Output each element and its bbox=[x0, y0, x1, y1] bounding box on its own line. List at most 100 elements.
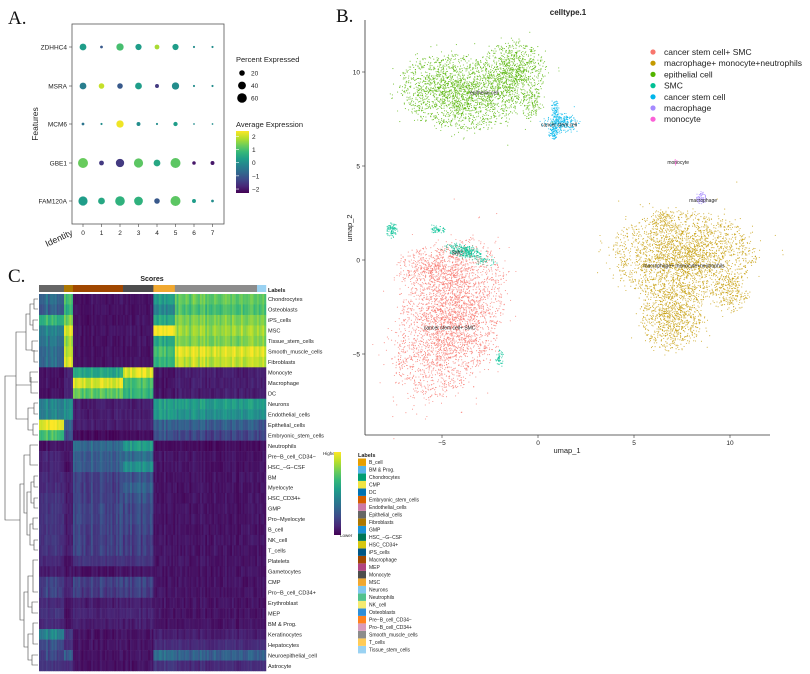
umap-point bbox=[470, 337, 472, 339]
umap-point bbox=[659, 239, 661, 241]
umap-point bbox=[435, 298, 437, 300]
umap-point bbox=[461, 331, 463, 334]
umap-point bbox=[487, 354, 489, 356]
umap-point bbox=[459, 343, 461, 345]
umap-point bbox=[395, 367, 397, 369]
umap-point bbox=[688, 225, 690, 227]
umap-point bbox=[468, 319, 470, 321]
umap-point bbox=[454, 381, 456, 383]
umap-point bbox=[400, 271, 402, 273]
umap-point bbox=[445, 338, 447, 341]
umap-point bbox=[435, 323, 437, 325]
umap-point bbox=[420, 373, 422, 375]
umap-point bbox=[493, 288, 495, 290]
umap-point bbox=[427, 309, 429, 311]
umap-point bbox=[432, 369, 434, 371]
umap-point bbox=[395, 373, 397, 375]
umap-point bbox=[642, 206, 644, 208]
umap-point bbox=[488, 279, 490, 281]
umap-point bbox=[656, 234, 658, 237]
umap-point bbox=[427, 308, 429, 310]
umap-point bbox=[422, 354, 425, 356]
umap-point bbox=[483, 313, 485, 315]
umap-point bbox=[430, 247, 432, 249]
umap-point bbox=[406, 378, 408, 380]
umap-point bbox=[428, 363, 430, 365]
umap-title: celltype.1 bbox=[550, 8, 587, 17]
umap-point bbox=[495, 339, 497, 341]
umap-point bbox=[641, 228, 644, 230]
umap-point bbox=[489, 359, 491, 362]
umap-point bbox=[474, 340, 476, 342]
umap-point bbox=[396, 274, 398, 276]
umap-point bbox=[451, 311, 453, 313]
umap-point bbox=[436, 247, 439, 250]
umap-point bbox=[419, 312, 421, 315]
umap-point bbox=[701, 273, 703, 275]
umap-point bbox=[407, 316, 409, 319]
umap-point bbox=[629, 274, 631, 276]
umap-point bbox=[489, 302, 491, 305]
umap-point bbox=[464, 352, 466, 355]
umap-point bbox=[443, 345, 445, 347]
umap-point bbox=[413, 256, 415, 258]
umap-point bbox=[675, 254, 677, 256]
umap-point bbox=[482, 342, 484, 344]
umap-point bbox=[458, 277, 461, 279]
umap-point bbox=[473, 294, 475, 297]
umap-point bbox=[466, 321, 469, 323]
umap-point bbox=[417, 283, 419, 285]
umap-point bbox=[443, 273, 445, 275]
umap-point bbox=[477, 304, 479, 306]
umap-point bbox=[495, 264, 497, 266]
umap-point bbox=[456, 298, 459, 300]
umap-point bbox=[453, 274, 455, 276]
umap-point bbox=[485, 332, 487, 334]
umap-point bbox=[487, 332, 489, 334]
umap-point bbox=[461, 285, 463, 287]
umap-point bbox=[454, 332, 456, 334]
umap-point bbox=[454, 349, 456, 351]
umap-point bbox=[480, 243, 482, 245]
umap-point bbox=[504, 290, 506, 292]
umap-point bbox=[422, 342, 425, 344]
umap-point bbox=[420, 337, 422, 339]
umap-point bbox=[441, 383, 444, 385]
umap-point bbox=[420, 340, 422, 343]
umap-point bbox=[688, 284, 690, 286]
umap-point bbox=[493, 321, 495, 323]
umap-point bbox=[448, 325, 451, 328]
umap-point bbox=[453, 324, 455, 326]
umap-point bbox=[431, 271, 433, 273]
umap-point bbox=[469, 262, 471, 264]
umap-point bbox=[434, 393, 436, 395]
umap-point bbox=[751, 252, 753, 254]
umap-point bbox=[413, 284, 416, 287]
color-legend-label: 0 bbox=[252, 160, 256, 167]
umap-point bbox=[451, 324, 453, 326]
umap-point bbox=[439, 309, 442, 311]
umap-point bbox=[403, 332, 405, 334]
dot bbox=[116, 120, 124, 128]
umap-point bbox=[489, 321, 491, 323]
umap-point bbox=[461, 297, 463, 299]
umap-point bbox=[451, 305, 453, 307]
umap-point bbox=[456, 336, 458, 338]
umap-point bbox=[429, 269, 431, 272]
umap-point bbox=[718, 260, 720, 262]
umap-point bbox=[664, 256, 666, 258]
umap-point bbox=[419, 288, 421, 290]
umap-point bbox=[452, 284, 454, 286]
umap-point bbox=[454, 367, 456, 369]
umap-point bbox=[475, 397, 477, 399]
umap-point bbox=[484, 298, 486, 301]
umap-point bbox=[484, 272, 487, 274]
umap-point bbox=[476, 365, 478, 367]
umap-point bbox=[439, 281, 441, 283]
umap-point bbox=[634, 246, 636, 248]
umap-point bbox=[474, 307, 476, 309]
umap-point bbox=[464, 291, 466, 294]
umap-point bbox=[437, 274, 439, 276]
umap-point bbox=[478, 282, 480, 284]
dot bbox=[135, 43, 142, 51]
